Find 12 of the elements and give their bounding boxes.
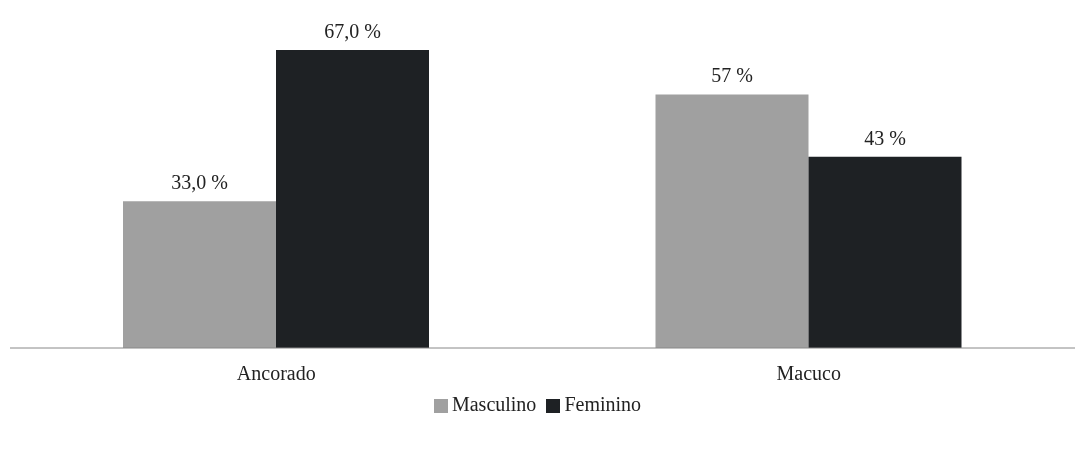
bar bbox=[123, 201, 276, 348]
data-label: 43 % bbox=[864, 126, 906, 149]
data-label: 33,0 % bbox=[171, 171, 228, 194]
x-tick-label: Macuco bbox=[776, 362, 841, 385]
bar bbox=[655, 94, 809, 348]
bar bbox=[276, 50, 429, 348]
bar bbox=[808, 156, 962, 348]
data-label: 57 % bbox=[711, 64, 753, 87]
legend-label: Masculino bbox=[451, 393, 537, 415]
x-tick-label: Ancorado bbox=[236, 362, 316, 385]
data-label: 67,0 % bbox=[324, 20, 381, 42]
legend-label: Feminino bbox=[564, 393, 642, 415]
